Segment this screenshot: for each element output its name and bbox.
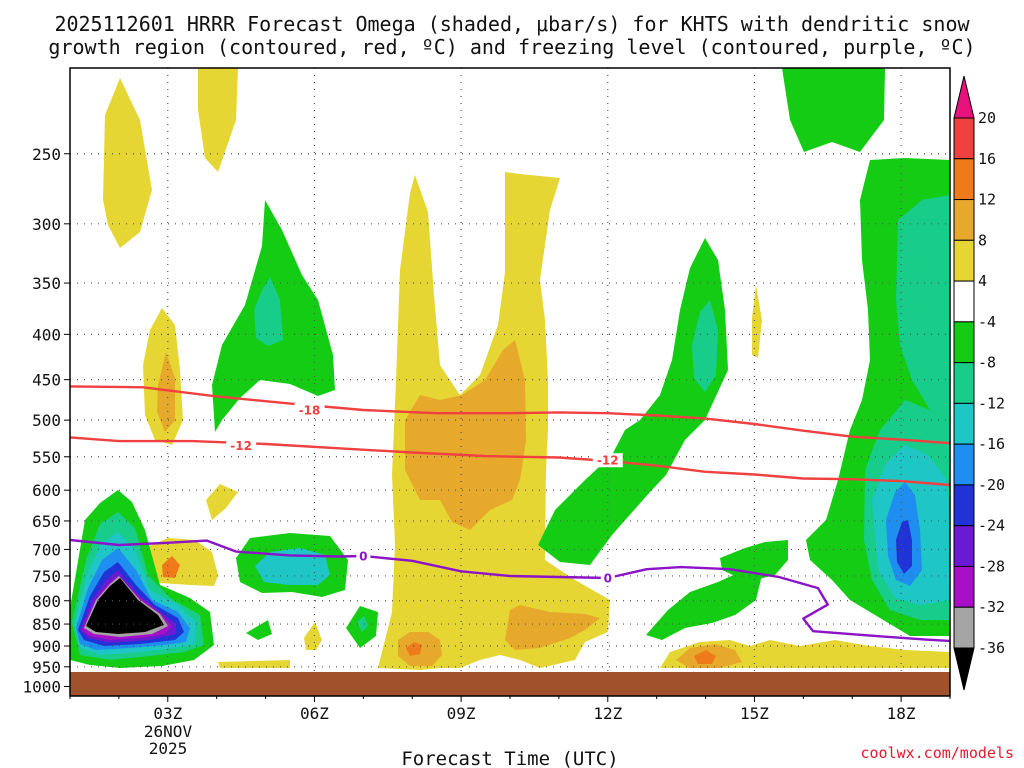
omega-positive-region	[198, 68, 238, 172]
contour-line	[70, 538, 950, 643]
colorbar-swatch	[953, 362, 975, 404]
omega-negative-region	[538, 238, 728, 565]
contour-label: -18	[299, 404, 321, 418]
omega-positive-region	[304, 622, 322, 650]
y-tick-label: 850	[32, 615, 61, 634]
colorbar-swatch	[953, 199, 975, 241]
date-label-year: 2025	[149, 739, 188, 758]
colorbar-label: -4	[978, 313, 996, 331]
colorbar-label: -32	[978, 598, 1005, 616]
colorbar-label: 8	[978, 231, 987, 249]
y-tick-label: 1000	[22, 678, 61, 697]
x-tick-label: 06Z	[300, 704, 329, 723]
omega-negative-region	[86, 578, 164, 634]
colorbar-swatch	[953, 565, 975, 608]
omega-positive-region	[162, 556, 180, 578]
y-tick-label: 350	[32, 274, 61, 293]
y-tick-label: 600	[32, 481, 61, 500]
colorbar-label: -20	[978, 476, 1005, 494]
omega-negative-region	[357, 616, 368, 632]
colorbar-label: 4	[978, 272, 987, 290]
omega-positive-region	[218, 660, 290, 668]
x-tick-label: 18Z	[887, 704, 916, 723]
y-tick-label: 500	[32, 411, 61, 430]
colorbar-label: -8	[978, 354, 996, 372]
contour-line	[70, 385, 950, 445]
colorbar-label: 16	[978, 150, 996, 168]
y-tick-label: 800	[32, 592, 61, 611]
contour-label-bg	[600, 570, 615, 585]
omega-negative-region	[782, 68, 885, 152]
y-tick-label: 650	[32, 512, 61, 531]
x-axis: 03Z 06Z 09Z 12Z 15Z 18Z	[69, 696, 951, 723]
colorbar-swatch	[953, 321, 975, 364]
contour-label: -12	[597, 454, 619, 468]
colorbar-swatch	[953, 402, 975, 445]
contour-label: -12	[230, 439, 252, 453]
contour-label-bg	[592, 453, 623, 468]
x-axis-label: Forecast Time (UTC)	[401, 748, 618, 768]
x-tick-label: 15Z	[740, 704, 769, 723]
colorbar-swatch	[953, 525, 975, 567]
omega-positive-region	[206, 484, 238, 520]
y-tick-label: 250	[32, 145, 61, 164]
omega-positive-region	[752, 285, 762, 358]
omega-negative-region	[254, 277, 283, 346]
omega-negative-region	[646, 560, 762, 640]
omega-negative-region	[692, 300, 718, 392]
colorbar-label: -28	[978, 557, 1005, 575]
contour-label: 0	[359, 549, 367, 563]
contour-label: 0	[604, 571, 612, 585]
omega-shading	[70, 68, 950, 670]
colorbar-swatch	[953, 280, 975, 323]
colorbar-swatch	[953, 484, 975, 527]
colorbar-label: -24	[978, 517, 1005, 535]
colorbar-swatch-bottom	[953, 647, 975, 691]
y-tick-label: 450	[32, 371, 61, 390]
omega-negative-region	[896, 195, 950, 420]
y-tick-label: 400	[32, 325, 61, 344]
omega-negative-region	[246, 620, 272, 640]
colorbar-swatch	[953, 443, 975, 486]
y-tick-label: 750	[32, 567, 61, 586]
chart-title-line2: growth region (contoured, red, ºC) and f…	[48, 35, 975, 59]
omega-positive-region	[694, 650, 716, 664]
chart-title-line1: 2025112601 HRRR Forecast Omega (shaded, …	[54, 12, 970, 36]
colorbar-swatch	[953, 606, 975, 649]
x-tick-label: 12Z	[593, 704, 622, 723]
colorbar-swatch	[953, 239, 975, 282]
y-tick-label: 900	[32, 637, 61, 656]
omega-positive-region	[406, 642, 422, 656]
colorbar-label: -36	[978, 639, 1005, 657]
colorbar-swatch	[953, 158, 975, 201]
contour-label-bg	[294, 403, 325, 418]
omega-positive-region	[405, 340, 526, 530]
credit-text: coolwx.com/models	[860, 744, 1014, 762]
colorbar-label: -16	[978, 435, 1005, 453]
contour-label-bg	[356, 548, 371, 563]
plot-area: -18 -12 -12 0 0	[70, 68, 950, 696]
omega-positive-region	[103, 78, 152, 248]
omega-positive-region	[505, 605, 600, 650]
y-tick-label: 300	[32, 215, 61, 234]
x-tick-label: 09Z	[447, 704, 476, 723]
y-tick-label: 700	[32, 540, 61, 559]
colorbar-label: 20	[978, 109, 996, 127]
y-tick-label: 950	[32, 658, 61, 677]
colorbar-label: -12	[978, 394, 1005, 412]
omega-negative-region	[896, 520, 912, 574]
colorbar-swatch-top	[953, 75, 975, 119]
colorbar-swatch	[953, 117, 975, 160]
y-tick-label: 550	[32, 448, 61, 467]
date-label-day: 26NOV	[144, 722, 193, 741]
colorbar: 20 16 12 8 4 -4 -8 -12 -16 -20 -24 -28 -32 -36	[953, 75, 1005, 691]
colorbar-label: 12	[978, 191, 996, 209]
contour-label-bg	[226, 438, 257, 453]
terrain-ground	[70, 672, 950, 696]
y-axis: 250 300 350 400 450 500 550 600 650 700 750 800 850 9…	[22, 145, 70, 697]
omega-positive-region	[157, 352, 175, 432]
x-tick-label: 03Z	[153, 704, 182, 723]
contour-labels: -18 -12 -12 0 0	[226, 403, 623, 585]
